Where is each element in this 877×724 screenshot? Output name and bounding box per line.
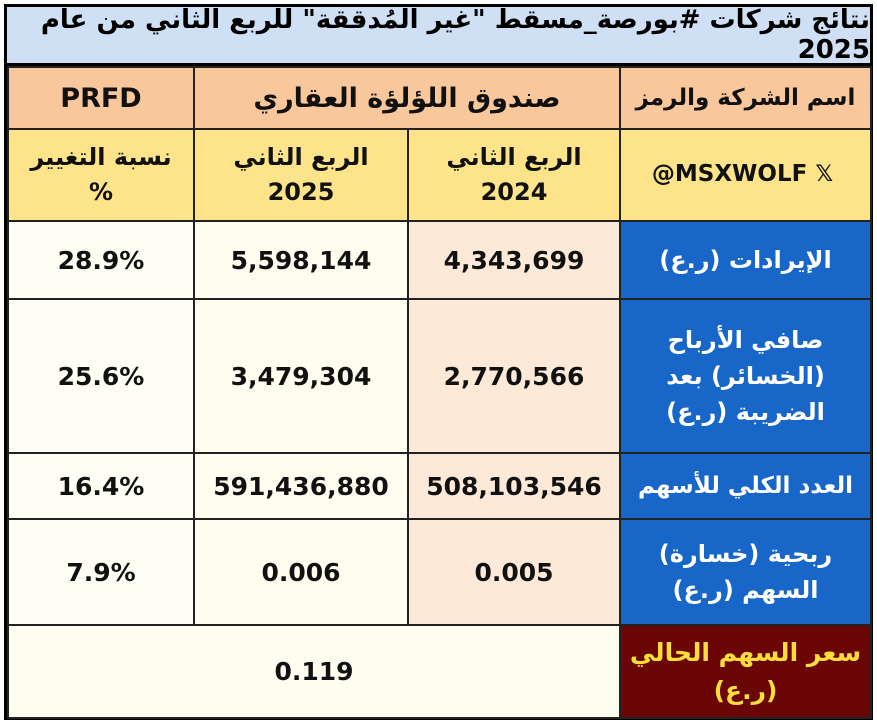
q2-2025-header-line2: 2025 (267, 178, 335, 206)
share-price-label-line2: (ر.ع) (713, 675, 778, 705)
name-label: اسم الشركة والرمز (635, 85, 856, 111)
eps-q2-2025: 0.006 (193, 518, 409, 626)
company-name: صندوق اللؤلؤة العقاري (253, 82, 561, 114)
company-symbol: PRFD (60, 82, 142, 114)
revenue-q2-2025: 5,598,144 (193, 220, 409, 300)
name-label-cell: اسم الشركة والرمز (619, 66, 872, 130)
net-profit-label-line3: الضريبة (ر.ع) (666, 398, 825, 426)
net-profit-label: صافي الأرباح (الخسائر) بعد الضريبة (ر.ع) (619, 298, 872, 454)
table-row: 25.6% 3,479,304 2,770,566 صافي الأرباح (… (7, 298, 872, 454)
shares-q2-2025: 591,436,880 (193, 452, 409, 520)
change-header: نسبة التغيير % (7, 128, 195, 222)
net-profit-label-line2: (الخسائر) بعد (666, 362, 825, 390)
shares-change: 16.4% (7, 452, 195, 520)
revenue-label-line1: الإيرادات (ر.ع) (659, 246, 832, 274)
net-profit-q2-2024: 2,770,566 (407, 298, 621, 454)
net-profit-q2-2025: 3,479,304 (193, 298, 409, 454)
revenue-label: الإيرادات (ر.ع) (619, 220, 872, 300)
q2-2025-header: الربع الثاني 2025 (193, 128, 409, 222)
eps-q2-2024: 0.005 (407, 518, 621, 626)
results-card: نتائج شركات #بورصة_مسقط "غير المُدققة" ل… (4, 4, 873, 720)
handle-text: @MSXWOLF (651, 161, 808, 188)
eps-label: ربحية (خسارة) السهم (ر.ع) (619, 518, 872, 626)
net-profit-change: 25.6% (7, 298, 195, 454)
shares-label: العدد الكلي للأسهم (619, 452, 872, 520)
period-header-row: نسبة التغيير % الربع الثاني 2025 الربع ا… (7, 128, 872, 222)
symbol-cell: PRFD (7, 66, 195, 130)
eps-label-line1: ربحية (خسارة) (658, 540, 833, 568)
revenue-q2-2024: 4,343,699 (407, 220, 621, 300)
table-row: 7.9% 0.006 0.005 ربحية (خسارة) السهم (ر.… (7, 518, 872, 626)
net-profit-label-line1: صافي الأرباح (667, 326, 824, 354)
change-header-line2: % (88, 178, 114, 206)
change-header-line1: نسبة التغيير (30, 143, 172, 172)
eps-change: 7.9% (7, 518, 195, 626)
shares-label-line1: العدد الكلي للأسهم (637, 472, 854, 499)
company-name-cell: صندوق اللؤلؤة العقاري (193, 66, 621, 130)
company-header-row: PRFD صندوق اللؤلؤة العقاري اسم الشركة وا… (7, 66, 872, 130)
share-price-label-line1: سعر السهم الحالي (629, 638, 862, 667)
x-logo-icon: 𝕏 (815, 162, 834, 188)
q2-2024-header-line1: الربع الثاني (446, 143, 582, 172)
q2-2024-header: الربع الثاني 2024 (407, 128, 621, 222)
shares-q2-2024: 508,103,546 (407, 452, 621, 520)
price-row: 0.119 سعر السهم الحالي (ر.ع) (7, 624, 872, 719)
share-price-label: سعر السهم الحالي (ر.ع) (619, 624, 872, 719)
q2-2025-header-line1: الربع الثاني (233, 143, 369, 172)
table-row: 16.4% 591,436,880 508,103,546 العدد الكل… (7, 452, 872, 520)
eps-label-line2: السهم (ر.ع) (672, 576, 819, 604)
table-row: 28.9% 5,598,144 4,343,699 الإيرادات (ر.ع… (7, 220, 872, 300)
handle-cell: @MSXWOLF 𝕏 (619, 128, 872, 222)
page-title: نتائج شركات #بورصة_مسقط "غير المُدققة" ل… (7, 5, 870, 66)
q2-2024-header-line2: 2024 (480, 178, 548, 206)
results-table: PRFD صندوق اللؤلؤة العقاري اسم الشركة وا… (7, 66, 872, 719)
share-price-value: 0.119 (7, 624, 621, 719)
revenue-change: 28.9% (7, 220, 195, 300)
